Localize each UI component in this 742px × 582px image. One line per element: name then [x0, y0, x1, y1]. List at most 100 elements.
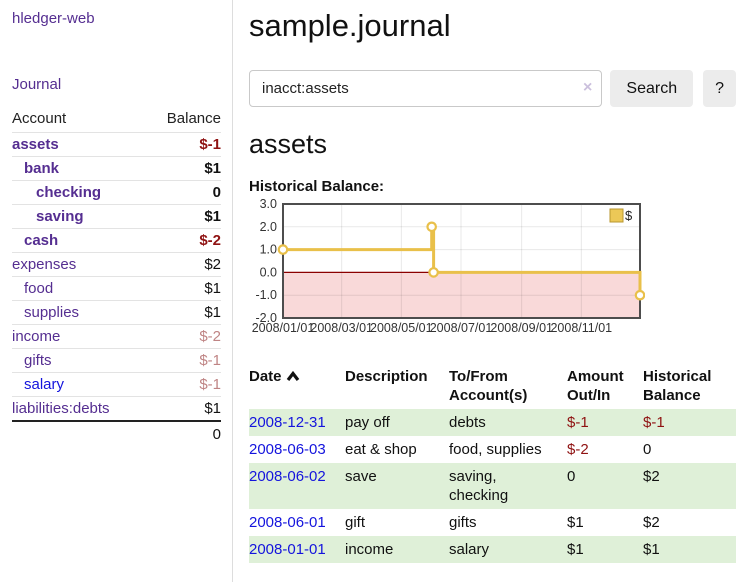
- svg-text:3.0: 3.0: [260, 199, 277, 211]
- account-row: income $-2: [12, 324, 221, 349]
- accounts-table: Account Balance assets $-1 bank $1 checking 0…: [12, 107, 221, 446]
- svg-text:2008/01/01: 2008/01/01: [252, 321, 315, 335]
- historical-balance-chart: $3.0 2.0 1.0 0.0 -1.0 -2.0 2008/01/01 2008/03/0…: [249, 199, 736, 337]
- col-tofrom-accounts: To/From Account(s): [449, 368, 528, 404]
- svg-text:2.0: 2.0: [260, 220, 277, 234]
- transaction-historical-balance: $1: [643, 536, 736, 563]
- account-link[interactable]: salary: [24, 376, 65, 393]
- svg-text:2008/05/01: 2008/05/01: [370, 321, 433, 335]
- transaction-accounts: gifts: [449, 514, 477, 531]
- transaction-historical-balance: 0: [643, 441, 652, 458]
- transaction-historical-balance: $2: [643, 514, 660, 531]
- svg-text:2008/09/01: 2008/09/01: [490, 321, 553, 335]
- svg-text:0.0: 0.0: [260, 265, 277, 279]
- account-link[interactable]: saving: [36, 208, 84, 225]
- register-header-row: Date Description To/From Account(s) Amou…: [249, 363, 736, 409]
- chart-svg: $3.0 2.0 1.0 0.0 -1.0 -2.02008/01/012008/03/0…: [252, 199, 645, 335]
- account-balance: $-1: [146, 348, 221, 373]
- account-link[interactable]: gifts: [24, 352, 52, 369]
- account-balance: $-2: [146, 324, 221, 349]
- account-row: checking 0: [12, 180, 221, 205]
- svg-text:2008/11/01: 2008/11/01: [550, 321, 612, 335]
- transaction-accounts: debts: [449, 409, 567, 436]
- transaction-amount: 0: [567, 463, 643, 509]
- transaction-date-link[interactable]: 2008-06-03: [249, 441, 326, 458]
- chart-title: Historical Balance:: [249, 178, 385, 195]
- sidebar: hledger-web Journal Account Balance asse…: [0, 0, 233, 582]
- account-link[interactable]: assets: [12, 136, 59, 153]
- account-link[interactable]: liabilities:debts: [12, 400, 110, 417]
- accounts-total-value: 0: [146, 420, 221, 446]
- account-balance: $2: [146, 252, 221, 277]
- page-title: sample.journal: [249, 8, 451, 43]
- account-heading: assets: [249, 129, 328, 159]
- account-link[interactable]: checking: [36, 184, 102, 201]
- transaction-row: 2008-12-31 pay off debts $-1 $-1: [249, 409, 736, 436]
- transaction-amount: $-2: [567, 441, 589, 458]
- app-brand-link[interactable]: hledger-web: [12, 10, 95, 27]
- svg-text:-1.0: -1.0: [255, 288, 277, 302]
- search-row: × Search ?: [249, 70, 736, 107]
- col-amount-outin: Amount Out/In: [567, 368, 624, 404]
- accounts-body: Account Balance assets $-1 bank $1 checking 0…: [12, 107, 221, 446]
- accounts-col-balance: Balance: [166, 110, 221, 127]
- account-link[interactable]: food: [24, 280, 54, 297]
- account-row: saving $1: [12, 204, 221, 229]
- transaction-date-link[interactable]: 2008-06-02: [249, 468, 326, 485]
- account-row: supplies $1: [12, 300, 221, 325]
- account-balance: $-1: [146, 132, 221, 157]
- col-date-label: Date: [249, 368, 282, 385]
- account-row: cash $-2: [12, 228, 221, 253]
- register-table: Date Description To/From Account(s) Amou…: [249, 363, 736, 563]
- transaction-description: income: [345, 536, 449, 563]
- col-description: Description: [345, 368, 428, 385]
- search-input[interactable]: [249, 70, 603, 107]
- help-button[interactable]: ?: [703, 70, 736, 107]
- transaction-amount: $1: [567, 514, 584, 531]
- search-button[interactable]: Search: [610, 70, 694, 107]
- account-link[interactable]: bank: [24, 160, 60, 177]
- account-link[interactable]: expenses: [12, 256, 77, 273]
- search-wrap: ×: [249, 70, 603, 107]
- col-date-sortable[interactable]: Date: [249, 363, 345, 409]
- account-row: expenses $2: [12, 252, 221, 277]
- transaction-historical-balance: $-1: [643, 409, 736, 436]
- transaction-date-link[interactable]: 2008-12-31: [249, 414, 326, 431]
- account-row: liabilities:debts $1: [12, 396, 221, 421]
- account-link[interactable]: income: [12, 328, 61, 345]
- account-link[interactable]: supplies: [24, 304, 80, 321]
- transaction-date-link[interactable]: 2008-06-01: [249, 514, 326, 531]
- transaction-accounts: saving, checking: [449, 463, 567, 509]
- account-row: assets $-1: [12, 132, 221, 157]
- account-balance: $1: [146, 156, 221, 181]
- transaction-description: pay off: [345, 409, 449, 436]
- clear-search-icon[interactable]: ×: [583, 79, 593, 96]
- account-row: bank $1: [12, 156, 221, 181]
- main-content: sample.journal × Search ? assets Histori…: [234, 0, 742, 582]
- svg-text:2008/07/01: 2008/07/01: [430, 321, 493, 335]
- svg-text:$: $: [625, 208, 633, 223]
- account-row: gifts $-1: [12, 348, 221, 373]
- account-balance: $1: [146, 276, 221, 301]
- nav-journal-link[interactable]: Journal: [12, 76, 62, 93]
- account-balance: $1: [146, 300, 221, 325]
- accounts-total-spacer: [12, 420, 147, 446]
- account-balance: $1: [146, 396, 221, 421]
- accounts-header-row: Account Balance: [12, 107, 221, 133]
- transaction-description: gift: [345, 514, 366, 531]
- transaction-description: save: [345, 463, 449, 509]
- svg-text:2008/03/01: 2008/03/01: [310, 321, 373, 335]
- account-row: salary $-1: [12, 372, 221, 397]
- transaction-row: 2008-06-03 eat & shop food, supplies $-2 0: [249, 436, 736, 463]
- sort-ascending-icon: [286, 368, 300, 387]
- transaction-date-link[interactable]: 2008-01-01: [249, 541, 326, 558]
- transaction-row: 2008-06-01 gift gifts $1 $2: [249, 509, 736, 536]
- account-link[interactable]: cash: [24, 232, 59, 249]
- transaction-accounts: food, supplies: [449, 441, 542, 458]
- transaction-amount: $1: [567, 536, 643, 563]
- account-balance: 0: [146, 180, 221, 205]
- accounts-col-account: Account: [12, 110, 67, 127]
- account-balance: $-1: [146, 372, 221, 397]
- transaction-row: 2008-01-01 income salary $1 $1: [249, 536, 736, 563]
- accounts-total-row: 0: [12, 420, 221, 446]
